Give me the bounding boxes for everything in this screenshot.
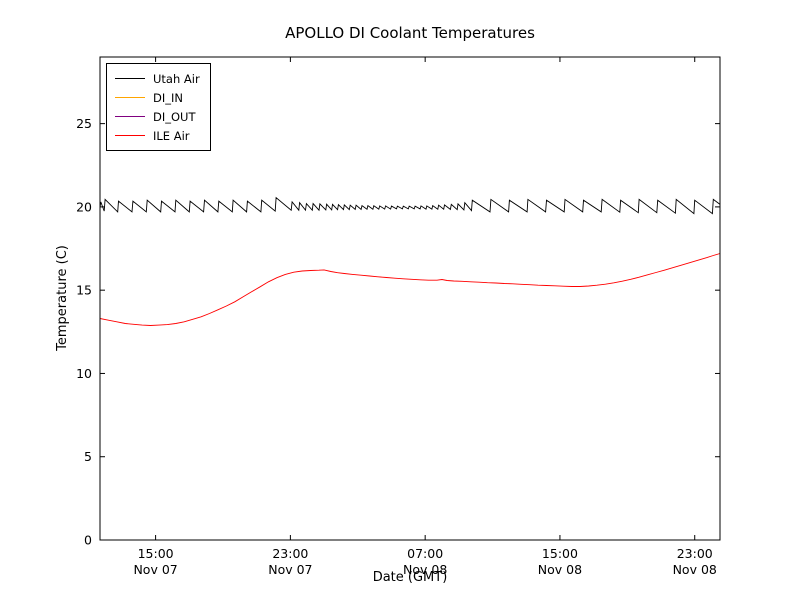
legend-label-di-in: DI_IN [153, 90, 183, 105]
x-tick-label-date: Nov 08 [403, 562, 447, 577]
series-line-utah-air [99, 196, 721, 215]
x-tick-label-date: Nov 08 [538, 562, 582, 577]
x-tick-label-date: Nov 07 [268, 562, 312, 577]
axes-frame [99, 56, 721, 541]
legend-label-utah-air: Utah Air [153, 71, 200, 86]
x-tick-label-time: 07:00 [407, 546, 443, 561]
legend-line-sample-utah-air [115, 78, 145, 79]
legend-item-utah-air: Utah Air [115, 69, 200, 88]
y-tick-label: 5 [84, 449, 92, 464]
x-tick-label-date: Nov 08 [673, 562, 717, 577]
x-tick-label-time: 23:00 [272, 546, 308, 561]
x-axis-label: Date (GMT) [372, 570, 448, 585]
y-tick-label: 0 [84, 533, 92, 548]
legend-line-sample-di-in [115, 97, 145, 98]
legend-label-di-out: DI_OUT [153, 109, 196, 124]
legend: Utah Air DI_IN DI_OUT ILE Air [106, 63, 211, 151]
legend-item-di-out: DI_OUT [115, 107, 200, 126]
legend-item-di-in: DI_IN [115, 88, 200, 107]
x-tick-label-date: Nov 07 [133, 562, 177, 577]
legend-item-ile-air: ILE Air [115, 126, 200, 145]
y-tick-label: 25 [76, 116, 92, 131]
legend-label-ile-air: ILE Air [153, 128, 190, 143]
legend-line-sample-di-out [115, 116, 145, 117]
chart-title: APOLLO DI Coolant Temperatures [285, 24, 535, 42]
legend-line-sample-ile-air [115, 135, 145, 136]
x-tick-label-time: 15:00 [138, 546, 174, 561]
x-tick-label-time: 15:00 [542, 546, 578, 561]
y-tick-label: 10 [76, 366, 92, 381]
y-tick-label: 15 [76, 283, 92, 298]
y-tick-label: 20 [76, 199, 92, 214]
x-tick-label-time: 23:00 [677, 546, 713, 561]
series-line-ile-air [99, 253, 721, 326]
